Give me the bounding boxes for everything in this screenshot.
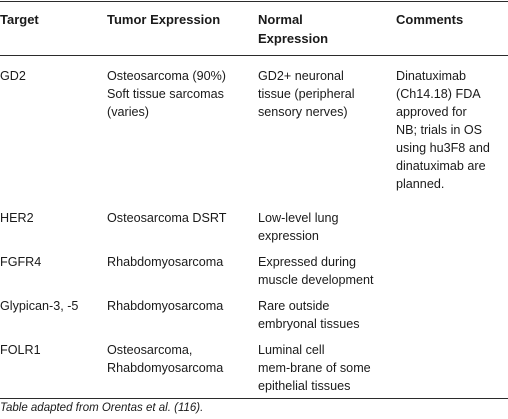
row-gd2-normal: GD2+ neuronal tissue (peripheral sensory… [258, 69, 355, 119]
caption-end: . [200, 402, 204, 414]
row-glypican-tumor: Rhabdomyosarcoma [107, 299, 224, 313]
header-rule [0, 55, 508, 56]
row-folr1-normal: Luminal cell mem-brane of some epithelia… [258, 343, 371, 393]
table-caption: Table adapted from Orentas et al. (116). [0, 400, 203, 416]
caption-text: Table adapted from Orentas et al. [0, 402, 175, 414]
row-her2-tumor: Osteosarcoma DSRT [107, 211, 227, 225]
caption-reference-link[interactable]: (116) [174, 402, 201, 414]
header-comments: Comments [396, 12, 464, 27]
row-gd2-target: GD2 [0, 69, 26, 83]
bottom-rule [0, 398, 508, 399]
row-fgfr4-tumor: Rhabdomyosarcoma [107, 255, 224, 269]
header-tumor-expression: Tumor Expression [107, 12, 221, 27]
row-glypican-target: Glypican-3, -5 [0, 299, 79, 313]
row-gd2-tumor: Osteosarcoma (90%) Soft tissue sarcomas … [107, 69, 226, 119]
row-fgfr4-normal: Expressed during muscle development [258, 255, 374, 287]
row-glypican-normal: Rare outside embryonal tissues [258, 299, 360, 331]
row-her2-target: HER2 [0, 211, 34, 225]
row-gd2-comments: Dinatuximab (Ch14.18) FDA approved for N… [396, 69, 490, 191]
row-folr1-target: FOLR1 [0, 343, 41, 357]
header-target: Target [0, 12, 39, 27]
row-fgfr4-target: FGFR4 [0, 255, 42, 269]
row-her2-normal: Low-level lung expression [258, 211, 339, 243]
header-normal-expression: Normal Expression [258, 12, 329, 46]
top-rule [0, 1, 508, 2]
row-folr1-tumor: Osteosarcoma, Rhabdomyosarcoma [107, 343, 224, 375]
